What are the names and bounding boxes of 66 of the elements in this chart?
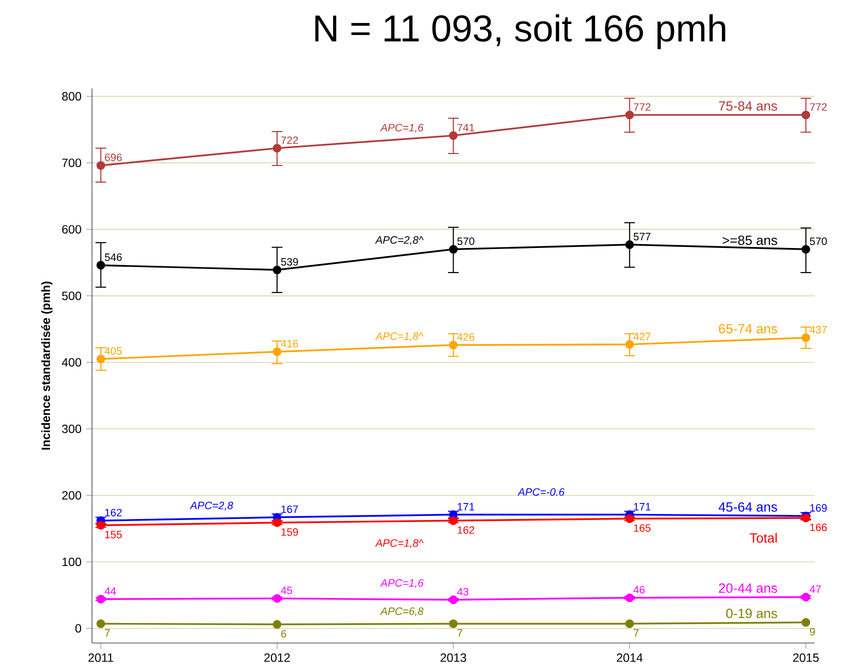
x-tick-label: 2014 [616, 653, 643, 662]
data-label: 167 [281, 505, 298, 514]
data-label: 43 [457, 588, 468, 596]
series-label: 20-44 ans [718, 583, 778, 593]
data-label: 427 [633, 332, 650, 340]
data-label: 155 [105, 530, 122, 538]
data-label: 171 [634, 503, 650, 510]
data-label: 171 [458, 503, 474, 510]
x-tick-label: 2012 [264, 653, 290, 662]
y-tick-label: 800 [62, 92, 82, 101]
annotation: APC=1,8^ [375, 332, 424, 342]
data-label: 166 [810, 524, 827, 532]
y-tick-label: 300 [62, 424, 82, 434]
annotation: APC=6,8 [380, 607, 424, 616]
y-tick-label: 100 [62, 558, 82, 566]
series-label: 0-19 ans [726, 608, 778, 618]
data-label: 45 [280, 586, 292, 594]
x-tick-label: 2013 [440, 653, 466, 662]
data-label: 570 [457, 237, 474, 246]
y-tick-label: 400 [62, 358, 82, 367]
series-label: 65-74 ans [718, 324, 778, 334]
data-label: 46 [633, 586, 645, 594]
annotation: APC=2,8 [190, 502, 234, 510]
annotation: APC=1,6 [380, 579, 424, 588]
data-label: 162 [105, 508, 122, 516]
data-label: 7 [104, 629, 110, 637]
data-label: 7 [457, 629, 462, 637]
data-label: 772 [810, 103, 827, 111]
annotation: APC=1,8^ [375, 539, 424, 548]
annotation: APC=1,6 [380, 124, 424, 133]
data-label: 772 [634, 103, 650, 111]
y-tick-label: 200 [62, 491, 82, 500]
data-label: 741 [457, 124, 474, 132]
data-label: 159 [281, 528, 298, 536]
data-label: 7 [634, 629, 639, 637]
data-label: 722 [281, 136, 298, 144]
data-label: 577 [634, 232, 650, 240]
x-tick-label: 2015 [793, 653, 819, 662]
data-label: 437 [810, 326, 827, 334]
y-tick-label: 600 [62, 225, 82, 234]
y-axis-title: Incidence standardisée (pmh) [41, 282, 52, 450]
data-label: 416 [280, 340, 298, 348]
y-tick-label: 0 [75, 624, 82, 633]
data-label: 696 [104, 154, 122, 162]
data-label: 165 [634, 524, 651, 532]
data-label: 546 [104, 253, 122, 261]
data-label: 47 [810, 586, 821, 593]
series-label: Total [750, 532, 777, 543]
data-label: 570 [810, 237, 827, 246]
data-label: 405 [104, 347, 122, 355]
x-tick-label: 2011 [88, 653, 114, 662]
data-label: 9 [810, 628, 815, 636]
series-label: 75-84 ans [718, 101, 778, 111]
data-label: 44 [104, 588, 116, 595]
series-label: >=85 ans [722, 236, 778, 246]
data-label: 6 [281, 630, 286, 638]
data-label: 539 [281, 258, 298, 266]
y-tick-label: 500 [62, 292, 82, 300]
annotation: APC=-0.6 [517, 488, 565, 496]
chart-title: N = 11 093, soit 166 pmh [315, 14, 726, 50]
series-label: 45-64 ans [718, 502, 778, 512]
y-tick-label: 700 [62, 158, 82, 168]
data-label: 162 [458, 526, 474, 534]
data-label: 426 [457, 333, 474, 341]
data-label: 169 [810, 504, 827, 512]
annotation: APC=2,8^ [375, 236, 424, 245]
